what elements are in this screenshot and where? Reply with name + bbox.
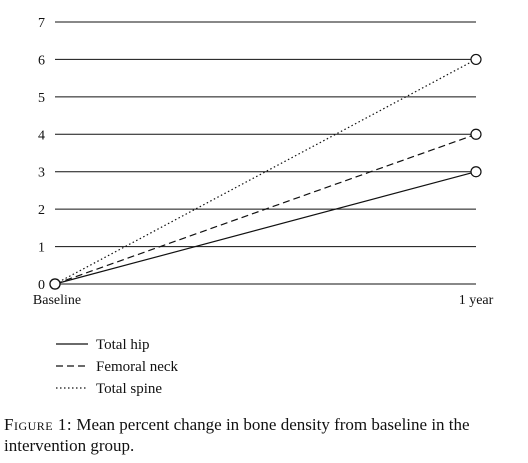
y-tick-label: 7 [38,16,45,31]
x-tick-label: Baseline [33,293,81,308]
data-point [470,166,482,178]
series-line [54,171,477,285]
line-chart: 0 1 2 3 4 5 6 7 Baseline 1 year Total hip Femoral… [33,16,494,397]
x-tick-label: 1 year [459,293,494,308]
y-tick-label: 0 [38,278,45,293]
caption-lead: Figure 1: [4,415,73,434]
gridlines [55,21,476,285]
legend-label: Total spine [96,381,162,397]
series-line [54,133,477,285]
data-point [470,53,482,66]
y-tick-label: 3 [38,166,45,181]
x-tick-labels: Baseline 1 year [33,293,494,308]
data-point [470,128,482,140]
y-tick-labels: 0 1 2 3 4 5 6 7 [38,16,45,293]
y-tick-label: 4 [38,128,45,143]
y-tick-label: 6 [38,53,45,68]
y-tick-label: 2 [38,203,45,218]
legend-label: Total hip [96,337,150,353]
legend: Total hip Femoral neck Total spine [56,337,179,397]
data-point [49,278,61,290]
y-tick-label: 1 [38,241,45,256]
figure-caption: Figure 1: Mean percent change in bone de… [4,414,524,456]
series-lines [49,53,482,290]
y-tick-label: 5 [38,91,45,106]
legend-label: Femoral neck [96,359,179,375]
caption-text: Mean percent change in bone density from… [4,415,470,455]
